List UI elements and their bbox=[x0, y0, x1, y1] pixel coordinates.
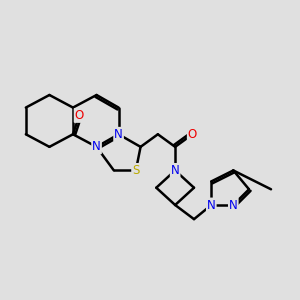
Text: N: N bbox=[207, 199, 216, 212]
Text: O: O bbox=[75, 109, 84, 122]
Text: N: N bbox=[92, 140, 101, 153]
Text: N: N bbox=[229, 199, 238, 212]
Text: N: N bbox=[171, 164, 179, 177]
Text: S: S bbox=[132, 164, 140, 177]
Text: O: O bbox=[188, 128, 197, 141]
Text: N: N bbox=[114, 128, 123, 141]
